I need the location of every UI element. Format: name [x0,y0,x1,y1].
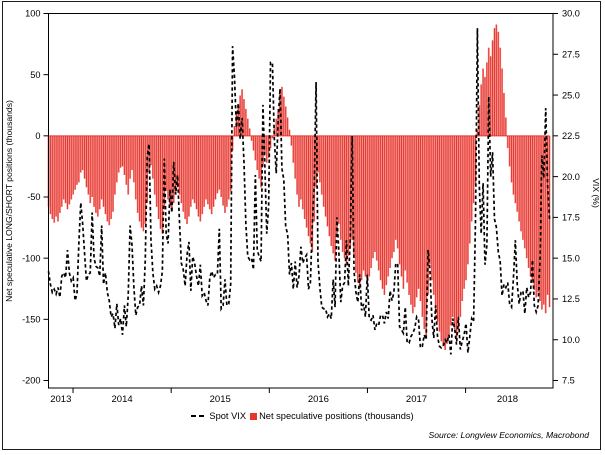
left-tick-label: -100 [22,253,40,263]
x-axis-ticks: 2013 2014 2015 2016 2017 2018 [50,388,518,405]
chart-legend: Spot VIX Net speculative positions (thou… [0,411,605,421]
x-axis-year-label: 2016 [308,394,329,405]
left-tick-label: 50 [30,70,40,80]
right-tick-label: 25.0 [562,90,580,100]
left-tick-label: -50 [27,192,40,202]
x-axis-year-label: 2013 [50,394,71,405]
right-tick-label: 20.0 [562,172,580,182]
right-tick-label: 27.5 [562,49,580,59]
right-tick-label: 7.5 [562,376,575,386]
right-tick-label: 30.0 [562,9,580,19]
right-tick-label: 17.5 [562,213,580,223]
left-tick-label: 100 [25,9,40,19]
plot-frame [48,13,554,389]
legend-label-spot-vix: Spot VIX [209,411,247,421]
red-square-legend-icon [250,412,258,420]
right-tick-label: 22.5 [562,131,580,141]
right-axis-title: VIX (%) [591,178,601,208]
left-axis-ticks: 100 50 0 -50 -100 -150 -200 [22,9,49,386]
net-positions-bars [48,24,550,350]
right-tick-label: 15.0 [562,253,580,263]
spot-vix-line [47,28,551,355]
x-axis-year-label: 2017 [406,394,427,405]
left-axis-title: Net speculative LONG/SHORT positions (th… [4,100,14,302]
x-axis-year-label: 2018 [497,394,518,405]
right-tick-label: 10.0 [562,335,580,345]
source-attribution: Source: Longview Economics, Macrobond [428,430,590,440]
x-axis-year-label: 2014 [112,394,133,405]
left-tick-label: -200 [22,376,40,386]
legend-item-spot-vix: Spot VIX [191,411,246,421]
x-axis-year-label: 2015 [210,394,231,405]
right-tick-label: 12.5 [562,294,580,304]
legend-item-net-positions: Net speculative positions (thousands) [250,411,414,421]
dashed-line-legend-icon [191,415,208,417]
left-tick-label: 0 [35,131,40,141]
legend-label-net-positions: Net speculative positions (thousands) [259,411,414,421]
right-axis-ticks: 30.0 27.5 25.0 22.5 20.0 17.5 15.0 12.5 10.0 7.5 [553,9,580,386]
left-tick-label: -150 [22,315,40,325]
